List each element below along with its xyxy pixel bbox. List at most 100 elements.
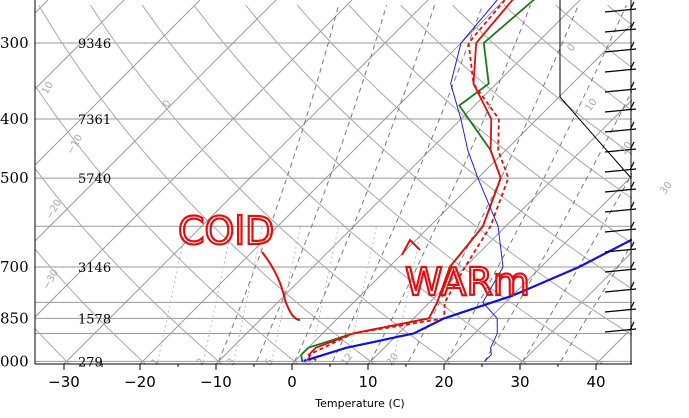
isotherm-line: [139, 0, 505, 364]
dry-adiabat: [452, 4, 632, 155]
dry-adiabat-label: −30: [41, 268, 61, 292]
moist-adiabat-label: 10: [583, 97, 599, 114]
wind-barb-flag: [629, 321, 635, 331]
isotherm-line: [35, 0, 353, 318]
pressure-tick-label: 700: [0, 258, 29, 276]
height-tick-label: 7361: [78, 113, 111, 128]
series-line-1: [307, 0, 514, 362]
mixing-ratio-line: [347, 226, 378, 362]
wind-barb-flag: [629, 81, 635, 91]
dry-adiabat: [90, 4, 451, 364]
pressure-tick-label: 300: [0, 34, 29, 52]
wind-barb-flag: [629, 161, 635, 171]
isotherm-line: [35, 0, 277, 242]
mixing-ratio-line: [309, 226, 340, 362]
dry-adiabat: [35, 167, 223, 364]
mixing-ratio-label: 5: [263, 357, 276, 369]
chart-grid: [35, 0, 689, 364]
mixing-ratio-line: [157, 226, 188, 362]
moist-adiabat: [446, 4, 627, 362]
moist-adiabat-label: 0: [565, 42, 578, 54]
dry-adiabat-label: −10: [65, 133, 85, 157]
isotherm-line: [215, 0, 581, 364]
mixing-ratio-line: [392, 226, 423, 362]
annotation-cold: COlD: [178, 209, 274, 253]
wind-barb-flag: [629, 241, 635, 251]
annotation-cold-pointer: [261, 251, 301, 321]
wind-panel-border: [559, 0, 632, 179]
pressure-tick-label: 000: [0, 352, 29, 370]
pressure-tick-label: 850: [0, 309, 29, 327]
pressure-tick-label: 500: [0, 169, 29, 187]
x-tick-label: −10: [200, 373, 232, 391]
mixing-ratio-line: [202, 226, 233, 362]
mixing-ratio-line: [233, 226, 264, 362]
moist-adiabat: [560, 242, 632, 362]
height-tick-label: 1578: [78, 312, 111, 327]
height-tick-label: 9346: [78, 37, 111, 52]
dry-adiabat: [35, 84, 299, 364]
dry-adiabat: [348, 4, 632, 244]
mixing-ratio-label: 3: [225, 357, 238, 369]
isotherm-line: [35, 0, 201, 166]
wind-barb-flag: [629, 1, 635, 11]
series-line-0: [300, 0, 535, 362]
isotherm-line: [367, 99, 632, 364]
dry-adiabat: [38, 4, 375, 364]
isotherm-line: [291, 23, 632, 364]
series-line-3: [450, 0, 504, 362]
x-tick-label: −20: [124, 373, 156, 391]
series-line-2: [307, 0, 510, 363]
wind-barb-flag: [629, 61, 635, 71]
wind-barb-flag: [629, 221, 635, 231]
isotherm-line: [519, 251, 632, 364]
x-tick-label: 40: [586, 373, 605, 391]
height-tick-label: 5740: [78, 172, 111, 187]
moist-adiabat-label: 30: [658, 180, 674, 197]
dry-adiabat: [400, 4, 632, 200]
moist-adiabat: [522, 172, 632, 362]
mixing-ratio-label: 8: [301, 357, 314, 369]
annotation-warm-mark: [401, 238, 421, 256]
mixing-ratio-label: 20: [385, 351, 401, 368]
x-tick-label: 20: [434, 373, 453, 391]
wind-barbs-panel: [559, 0, 637, 364]
moist-adiabat: [218, 4, 340, 362]
x-axis-label: Temperature (C): [314, 397, 404, 410]
height-tick-label: 279: [78, 355, 103, 370]
x-tick-label: 30: [510, 373, 529, 391]
chart-annotations: COlD WARm: [177, 208, 531, 321]
moist-adiabat: [484, 89, 632, 362]
wind-barb-flag: [629, 201, 635, 211]
dry-adiabat: [141, 4, 527, 364]
dry-adiabat: [245, 4, 632, 336]
dry-adiabat-label: 0: [161, 98, 174, 109]
wind-barb-flag: [629, 141, 635, 151]
mixing-ratio-label: 1: [149, 357, 162, 369]
dry-adiabat: [296, 4, 632, 290]
wind-barb-flag: [629, 281, 635, 291]
wind-barb-flag: [629, 21, 635, 31]
isotherm-line: [63, 0, 429, 364]
moist-adiabat: [256, 4, 388, 362]
wind-barb-flag: [629, 101, 635, 111]
mixing-ratio-label: 12: [339, 351, 355, 368]
isotherm-line: [672, 0, 689, 364]
annotation-warm: WARm: [405, 260, 530, 304]
moist-adiabat: [332, 4, 483, 362]
dry-adiabat: [193, 4, 604, 364]
x-tick-label: 10: [358, 373, 377, 391]
dry-adiabat: [35, 248, 146, 364]
x-tick-label: −30: [48, 373, 80, 391]
isotherm-line: [595, 327, 632, 364]
chart-series: [300, 0, 632, 363]
moist-adiabat-label: 20: [618, 140, 634, 157]
wind-barb-flag: [629, 181, 635, 191]
isotherm-line: [443, 175, 632, 364]
mixing-ratio-line: [271, 226, 302, 362]
moist-adiabat: [294, 4, 435, 362]
wind-barb-flag: [629, 301, 635, 311]
wind-barb-flag: [629, 121, 635, 131]
